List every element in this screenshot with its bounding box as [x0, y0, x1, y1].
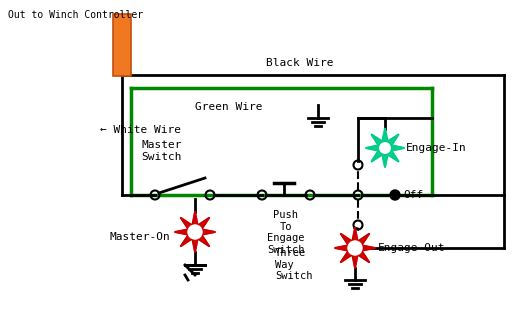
Text: Three
Way
Switch: Three Way Switch: [275, 248, 313, 281]
Text: Engage-In: Engage-In: [406, 143, 467, 153]
Circle shape: [390, 190, 400, 200]
Text: Master-On: Master-On: [110, 232, 171, 242]
FancyBboxPatch shape: [113, 14, 131, 76]
Text: Master
Switch: Master Switch: [142, 140, 182, 162]
Polygon shape: [366, 129, 404, 167]
Text: Out to Winch Controller: Out to Winch Controller: [8, 10, 143, 20]
Text: Green Wire: Green Wire: [195, 102, 263, 112]
Circle shape: [188, 225, 202, 239]
Text: Off: Off: [403, 190, 423, 200]
Polygon shape: [335, 228, 375, 268]
Polygon shape: [175, 212, 215, 252]
Text: Engage-Out: Engage-Out: [378, 243, 445, 253]
Text: Black Wire: Black Wire: [266, 58, 334, 68]
Circle shape: [348, 241, 362, 255]
Text: ← White Wire: ← White Wire: [100, 125, 181, 135]
Circle shape: [378, 141, 392, 155]
Text: Push
To
Engage
Switch: Push To Engage Switch: [267, 210, 305, 255]
